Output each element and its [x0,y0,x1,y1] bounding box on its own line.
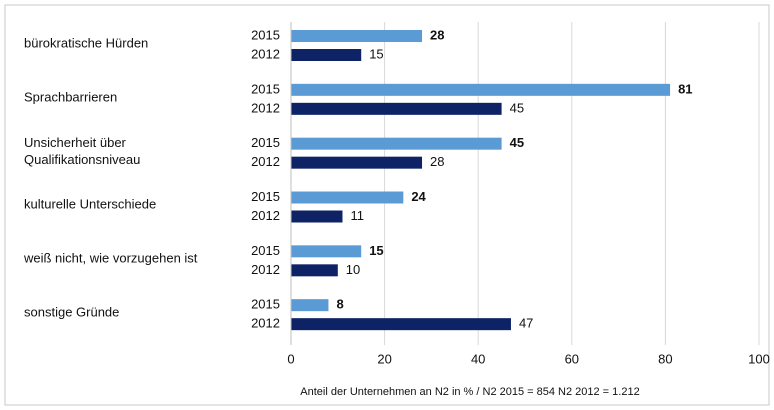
value-label: 45 [510,135,524,150]
x-tick-label: 100 [748,351,770,366]
category-label: bürokratische Hürden [24,35,149,51]
category-label: sonstige Gründe [24,304,120,320]
series-label: 2012 [251,100,280,115]
x-tick-label: 20 [377,351,391,366]
frame [4,4,770,406]
bar [291,245,362,258]
value-label: 28 [430,154,444,169]
value-label: 15 [369,243,383,258]
bar [291,156,423,169]
value-label: 11 [350,208,364,223]
value-label: 24 [411,189,426,204]
series-label: 2015 [251,135,280,150]
x-tick-label: 80 [658,351,672,366]
bar [291,83,671,96]
series-label: 2012 [251,262,280,277]
category-label: weiß nicht, wie vorzugehen ist [24,250,198,266]
bar [291,318,511,331]
x-axis-label: Anteil der Unternehmen an N2 in % / N2 2… [300,386,639,398]
bar [291,102,502,115]
category-label: Unsicherheit über Qualifikationsniveau [24,134,141,167]
series-label: 2015 [251,81,280,96]
bar [291,299,329,312]
value-label: 28 [430,27,444,42]
value-label: 10 [346,262,360,277]
value-label: 8 [336,297,343,312]
series-label: 2012 [251,208,280,223]
bar [291,30,423,42]
series-label: 2015 [251,297,280,312]
bar [291,191,404,204]
value-label: 15 [369,46,383,61]
series-label: 2012 [251,316,280,331]
value-label: 47 [519,316,533,331]
x-tick-label: 40 [471,351,485,366]
value-label: 45 [510,100,524,115]
category-label: Sprachbarrieren [24,89,118,105]
bar [291,49,362,61]
series-label: 2015 [251,27,280,42]
series-label: 2012 [251,46,280,61]
value-label: 81 [678,81,692,96]
series-label: 2015 [251,189,280,204]
x-tick-label: 60 [565,351,579,366]
series-label: 2015 [251,243,280,258]
category-label: kulturelle Unterschiede [24,196,157,212]
bar [291,264,338,277]
bar [291,137,502,150]
x-tick-label: 0 [287,351,294,366]
bar [291,210,343,223]
series-label: 2012 [251,154,280,169]
